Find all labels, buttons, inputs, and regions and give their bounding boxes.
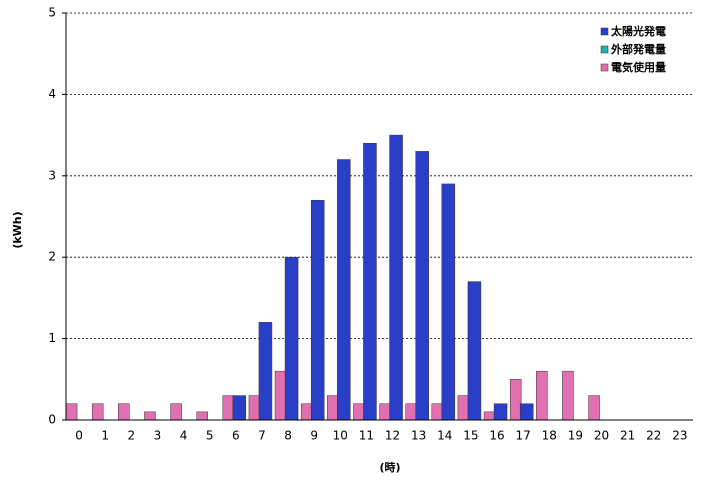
bar: [300, 403, 313, 421]
x-tick-label: 18: [542, 429, 557, 443]
x-tick-label: 21: [620, 429, 635, 443]
bar: [379, 403, 391, 421]
legend-label: 外部発電量: [610, 42, 666, 56]
bar: [222, 395, 235, 421]
bar: [327, 395, 339, 421]
bar: [389, 134, 403, 421]
x-tick-label: 19: [568, 429, 583, 443]
legend-swatch: [600, 63, 609, 72]
legend-swatch: [600, 45, 609, 54]
x-tick-label: 7: [258, 429, 266, 443]
bar: [310, 199, 325, 421]
x-tick-label: 4: [180, 429, 188, 443]
bar: [248, 395, 261, 421]
bar: [170, 403, 182, 421]
y-tick-label: 1: [48, 331, 56, 345]
x-tick-label: 10: [333, 429, 348, 443]
y-tick-label: 4: [48, 87, 56, 101]
bar: [65, 403, 78, 421]
x-tick-label: 3: [154, 429, 162, 443]
bar: [493, 403, 508, 421]
x-tick-label: 20: [594, 429, 609, 443]
y-tick-label: 0: [48, 413, 56, 427]
legend-swatch: [600, 27, 609, 36]
bar: [536, 370, 548, 421]
bar: [274, 370, 287, 421]
x-tick-label: 13: [411, 429, 426, 443]
x-tick-label: 15: [463, 429, 478, 443]
y-axis-label: (kWh): [11, 211, 24, 248]
x-tick-label: 2: [127, 429, 135, 443]
bar: [337, 159, 351, 421]
bar: [118, 403, 130, 421]
x-axis-label: (時): [379, 460, 400, 474]
bar: [588, 395, 600, 421]
x-tick-label: 14: [437, 429, 452, 443]
y-tick-label: 2: [48, 250, 56, 264]
x-tick-label: 9: [310, 429, 318, 443]
y-tick-label: 3: [48, 168, 56, 182]
bar: [441, 183, 456, 421]
bar: [363, 142, 377, 421]
bar: [457, 395, 470, 421]
bar: [415, 151, 429, 421]
bar: [353, 403, 365, 421]
bar: [431, 403, 444, 421]
x-tick-label: 12: [385, 429, 400, 443]
x-tick-label: 1: [101, 429, 109, 443]
x-tick-label: 17: [516, 429, 531, 443]
legend-label: 太陽光発電: [610, 24, 666, 38]
bar: [509, 379, 522, 421]
x-tick-label: 11: [359, 429, 374, 443]
bar: [483, 411, 496, 421]
bar: [519, 403, 534, 421]
x-tick-label: 23: [672, 429, 687, 443]
bar: [196, 411, 208, 421]
x-tick-label: 0: [75, 429, 83, 443]
bar: [467, 281, 482, 421]
x-tick-label: 6: [232, 429, 240, 443]
x-tick-label: 16: [489, 429, 504, 443]
bar: [91, 403, 104, 421]
bar: [232, 395, 247, 421]
x-tick-label: 8: [284, 429, 292, 443]
y-tick-label: 5: [48, 6, 56, 20]
bar: [144, 411, 156, 421]
bar: [562, 370, 574, 421]
bar: [258, 322, 273, 421]
bar: [284, 256, 299, 421]
legend-label: 電気使用量: [611, 60, 666, 74]
bar: [405, 403, 417, 421]
x-tick-label: 5: [206, 429, 214, 443]
x-tick-label: 22: [646, 429, 661, 443]
